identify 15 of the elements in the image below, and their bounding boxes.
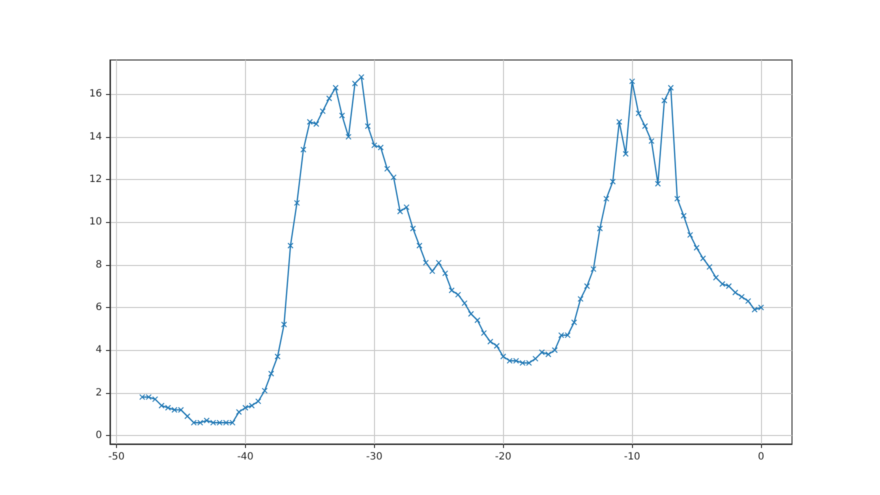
x-tick-label: -40 [237,452,254,462]
y-tick-label: 2 [96,387,102,398]
x-tick-label: -50 [108,452,125,462]
y-tick-label: 6 [96,302,102,313]
x-tick-label: 0 [758,452,764,462]
x-tick-label: -20 [495,452,512,462]
x-tick-label: -30 [366,452,382,462]
y-tick-label: 14 [89,131,102,142]
y-tick-label: 0 [96,430,102,441]
y-tick-label: 4 [96,344,102,356]
x-tick-label: -10 [624,452,640,462]
y-tick-label: 12 [89,174,102,185]
y-tick-label: 10 [89,216,102,228]
y-tick-label: 8 [96,259,102,270]
y-tick-label: 16 [89,88,102,100]
